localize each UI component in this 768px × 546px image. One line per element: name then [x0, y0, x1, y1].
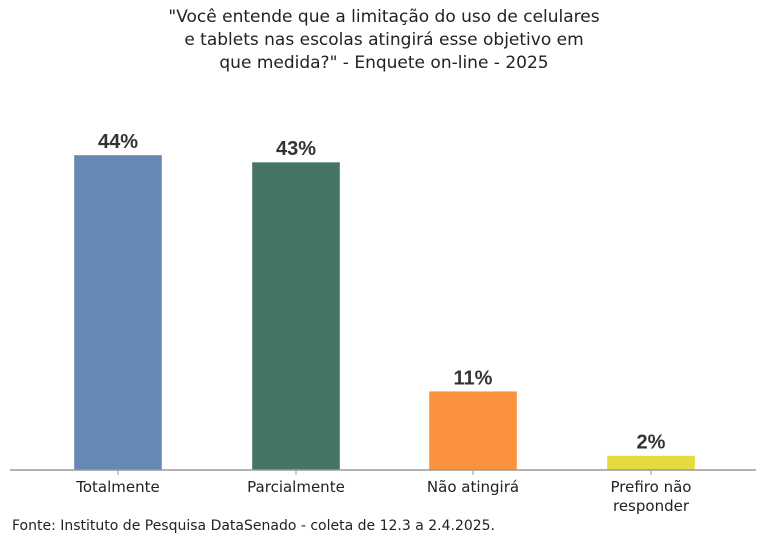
data-label: 43% — [276, 138, 316, 160]
source-note: Fonte: Instituto de Pesquisa DataSenado … — [12, 518, 496, 534]
bar — [606, 455, 696, 471]
bar — [428, 390, 518, 471]
x-tick-label: Parcialmente — [247, 478, 345, 496]
x-tick-label: responder — [613, 497, 690, 515]
x-tick-label: Prefiro não — [611, 478, 692, 496]
data-label: 2% — [637, 432, 666, 454]
chart-title-line: e tablets nas escolas atingirá esse obje… — [184, 30, 584, 50]
data-label: 11% — [454, 367, 493, 389]
chart-title-line: "Você entende que a limitação do uso de … — [168, 7, 600, 27]
chart-title: "Você entende que a limitação do uso de … — [0, 6, 768, 75]
x-tick-label: Totalmente — [75, 478, 160, 496]
data-label: 44% — [98, 131, 138, 153]
x-tick-label: Não atingirá — [427, 478, 519, 496]
chart-title-line: que medida?" - Enquete on-line - 2025 — [219, 53, 549, 73]
bar — [251, 161, 341, 471]
bar — [73, 154, 163, 471]
